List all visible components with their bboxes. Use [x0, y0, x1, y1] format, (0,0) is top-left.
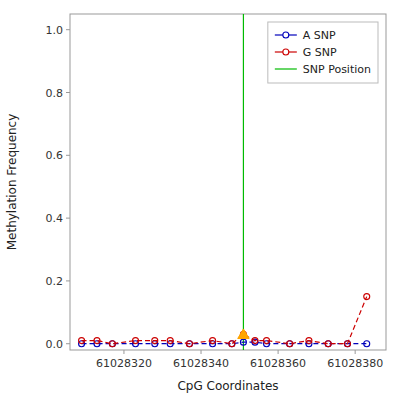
y-tick-label: 0.4 [46, 212, 64, 225]
series-point [229, 341, 235, 347]
legend-label: G SNP [303, 46, 337, 59]
series-point [167, 338, 173, 344]
series-point [79, 338, 85, 344]
x-tick-label: 61028320 [96, 357, 152, 370]
x-tick [278, 350, 279, 354]
x-tick-label: 61028380 [327, 357, 383, 370]
series-line [82, 297, 367, 344]
snp-marker [238, 329, 249, 339]
y-tick-label: 0.0 [46, 338, 64, 351]
snp-position-line [243, 14, 244, 350]
y-tick [66, 218, 70, 219]
legend-swatch [275, 68, 297, 69]
legend-swatch-marker [283, 32, 289, 38]
series-point [152, 338, 158, 344]
series-point [186, 341, 192, 347]
series [79, 294, 370, 347]
legend: A SNP G SNP SNP Position [268, 22, 378, 83]
y-tick [66, 280, 70, 281]
x-tick [201, 350, 202, 354]
x-tick-label: 61028360 [250, 357, 306, 370]
series-point [325, 341, 331, 347]
series-point [109, 341, 115, 347]
y-tick-label: 0.8 [46, 87, 64, 100]
series-point [287, 341, 293, 347]
y-tick-label: 0.6 [46, 149, 64, 162]
axes: 0.0 0.2 0.4 0.6 0.8 1.0 61028320 61028340 610283… [46, 24, 384, 370]
series-point [325, 341, 331, 347]
legend-swatch-marker [283, 49, 289, 55]
series-point [229, 341, 235, 347]
y-tick [66, 343, 70, 344]
legend-label: SNP Position [303, 63, 371, 76]
series-point [287, 341, 293, 347]
y-tick-label: 0.2 [46, 275, 64, 288]
series-point [364, 294, 370, 300]
series-point [210, 338, 216, 344]
x-axis-label: CpG Coordinates [177, 379, 278, 393]
series-point [306, 338, 312, 344]
y-tick [66, 92, 70, 93]
series-point [240, 339, 246, 345]
chart: 0.0 0.2 0.4 0.6 0.8 1.0 61028320 61028340 610283… [0, 0, 400, 400]
series-point [364, 341, 370, 347]
x-tick-label: 61028340 [173, 357, 229, 370]
series-point [252, 338, 258, 344]
series-point [186, 341, 192, 347]
series-point [133, 338, 139, 344]
x-tick [123, 350, 124, 354]
legend-box [268, 22, 378, 83]
series-point [109, 341, 115, 347]
series-point [344, 341, 350, 347]
y-tick-label: 1.0 [46, 24, 64, 37]
y-axis-label: Methylation Frequency [5, 114, 19, 251]
series-point [264, 338, 270, 344]
series-point [344, 341, 350, 347]
y-tick [66, 155, 70, 156]
page: {"chart_data": { "type": "line", "xlabel… [0, 0, 400, 400]
plot-frame [70, 14, 386, 350]
y-tick [66, 29, 70, 30]
legend-label: A SNP [303, 29, 336, 42]
series-point [94, 338, 100, 344]
x-tick [355, 350, 356, 354]
